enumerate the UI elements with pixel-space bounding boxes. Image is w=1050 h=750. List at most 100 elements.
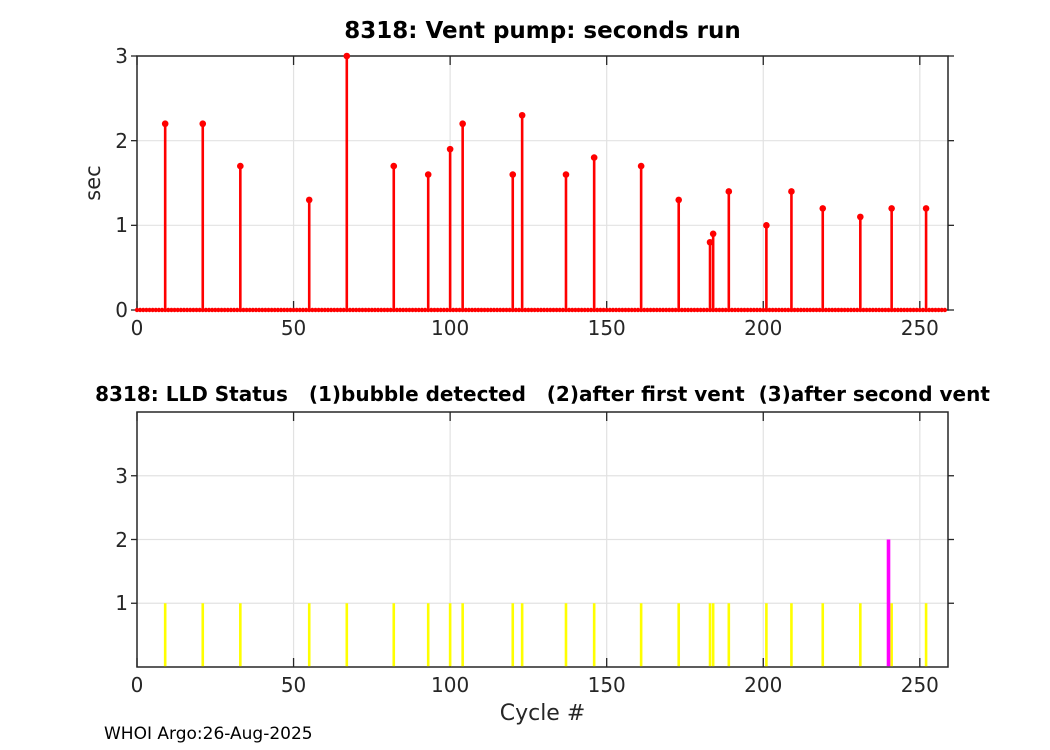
x-tick-label: 50: [280, 673, 307, 697]
zero-marker: [244, 307, 249, 313]
zero-marker: [338, 307, 343, 313]
zero-marker: [861, 307, 866, 313]
zero-marker: [494, 307, 500, 313]
zero-marker: [278, 307, 284, 313]
zero-marker: [817, 307, 822, 313]
zero-marker: [836, 307, 841, 313]
zero-marker: [332, 307, 337, 313]
zero-marker: [801, 307, 807, 313]
status-bar: [727, 603, 731, 667]
zero-marker: [260, 307, 265, 313]
zero-marker: [194, 307, 199, 313]
zero-marker: [366, 307, 371, 313]
zero-marker: [654, 307, 659, 313]
x-tick-label: 200: [744, 673, 783, 697]
zero-marker: [532, 307, 537, 313]
zero-marker: [388, 307, 393, 313]
status-bar: [890, 603, 893, 667]
x-tick-label: 100: [431, 673, 470, 697]
zero-marker: [717, 307, 722, 313]
zero-marker: [325, 307, 331, 313]
zero-marker: [247, 307, 252, 313]
zero-marker: [829, 307, 835, 313]
zero-marker: [933, 307, 938, 313]
zero-marker: [285, 307, 290, 313]
y-tick-label: 1: [115, 213, 128, 238]
stem-marker: [888, 205, 895, 212]
zero-marker: [742, 307, 747, 313]
zero-marker: [134, 307, 140, 313]
stem-marker: [161, 120, 169, 128]
x-tick-label: 0: [130, 316, 144, 340]
zero-marker: [880, 307, 885, 313]
stem-marker: [459, 120, 466, 128]
zero-marker: [501, 307, 506, 313]
stem-marker: [857, 213, 864, 221]
zero-marker: [175, 307, 180, 313]
zero-marker: [732, 307, 738, 313]
zero-marker: [544, 307, 550, 313]
zero-marker: [272, 307, 277, 313]
zero-marker: [491, 307, 497, 313]
zero-marker: [585, 307, 591, 313]
status-bar: [711, 603, 715, 667]
status-bar: [859, 603, 862, 667]
zero-marker: [281, 307, 287, 313]
zero-marker: [275, 307, 281, 313]
zero-marker: [328, 307, 334, 313]
zero-marker: [566, 307, 572, 313]
zero-marker: [779, 307, 785, 313]
zero-marker: [269, 307, 274, 313]
zero-marker: [898, 307, 904, 313]
zero-marker: [635, 307, 641, 313]
zero-marker: [642, 307, 647, 313]
status-bar: [201, 603, 205, 667]
zero-marker: [723, 307, 728, 313]
zero-marker: [319, 307, 324, 313]
zero-marker: [235, 307, 240, 313]
zero-marker: [579, 307, 584, 313]
zero-marker: [570, 307, 575, 313]
zero-marker: [701, 307, 706, 313]
stem-marker: [518, 111, 526, 119]
zero-marker: [808, 307, 813, 313]
stem-marker: [199, 120, 207, 128]
x-axis-label-cycle: Cycle #: [499, 701, 586, 726]
zero-marker: [206, 307, 212, 313]
zero-marker: [692, 307, 697, 313]
status-bar: [790, 603, 793, 667]
zero-marker: [905, 307, 910, 313]
zero-marker: [867, 307, 872, 313]
zero-marker: [767, 307, 772, 313]
status-bar: [307, 603, 311, 667]
vent-pump-plot: [131, 52, 954, 313]
zero-marker: [930, 307, 935, 313]
zero-marker: [498, 307, 503, 313]
zero-marker: [864, 307, 869, 313]
stem-series: [161, 52, 930, 310]
stem-marker: [788, 188, 795, 195]
zero-marker: [222, 307, 227, 313]
zero-marker: [548, 307, 553, 313]
status-bar: [461, 603, 464, 667]
zero-marker: [876, 307, 882, 313]
zero-marker: [379, 307, 384, 313]
zero-marker: [504, 307, 509, 313]
status-bar: [345, 603, 349, 667]
zero-marker: [823, 307, 829, 313]
status-bar: [426, 603, 430, 667]
lld-status-plot: [131, 411, 954, 668]
zero-marker: [620, 307, 625, 313]
x-tick-label: 50: [280, 316, 307, 340]
zero-marker: [416, 307, 422, 313]
zero-marker: [770, 307, 775, 313]
zero-marker: [792, 307, 797, 313]
zero-marker: [375, 307, 381, 313]
zero-marker: [322, 307, 328, 313]
zero-marker: [241, 307, 246, 313]
zero-marker: [720, 307, 725, 313]
zero-marker: [660, 307, 666, 313]
zero-marker: [397, 307, 403, 313]
